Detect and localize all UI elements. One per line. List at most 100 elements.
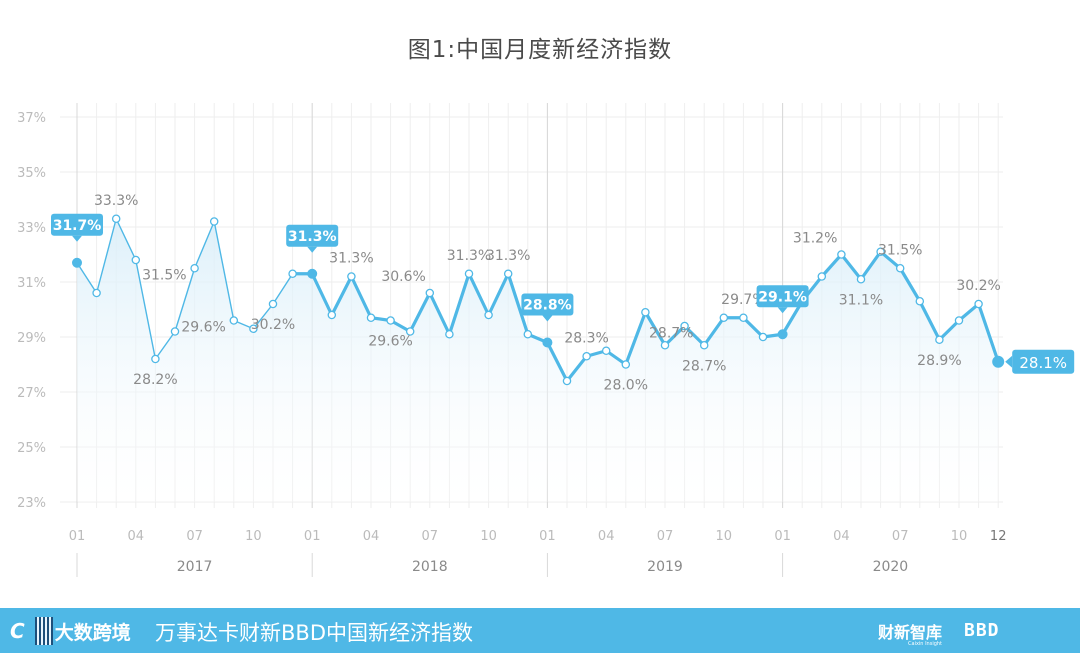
data-point [621, 360, 631, 369]
series-line-segment [95, 218, 117, 294]
x-tick-label: 04 [598, 529, 615, 544]
bbd-logo: BBD [964, 620, 1000, 641]
series-line-segment [487, 272, 510, 317]
data-point [582, 351, 591, 361]
data-point [484, 310, 493, 320]
data-label: 28.7% [649, 325, 693, 341]
series-line-segment [115, 218, 137, 261]
data-label: 31.1% [839, 292, 883, 308]
data-point [562, 376, 572, 386]
data-point [445, 329, 454, 339]
data-label: 29.6% [181, 320, 225, 336]
logo-text: 大数跨境 [54, 621, 131, 644]
data-point [229, 316, 239, 325]
data-label: 31.2% [793, 231, 837, 247]
data-point [974, 299, 983, 309]
data-point [680, 321, 689, 331]
logo-mark-icon: C [10, 619, 25, 643]
data-point [895, 263, 905, 273]
series-line-segment [349, 274, 373, 320]
data-label: 31.3% [447, 248, 491, 264]
x-tick-label: 01 [69, 529, 86, 544]
series-line-segment [976, 302, 1000, 364]
y-tick-label: 29% [17, 331, 46, 346]
series-line-segment [918, 299, 942, 342]
data-point [327, 310, 337, 320]
x-tick-label: 01 [539, 529, 556, 544]
y-tick-label: 33% [17, 221, 46, 236]
caixin-insight-logo: 财新智库 Caixin Insight [878, 619, 942, 647]
data-label: 33.3% [94, 193, 138, 209]
y-tick-label: 31% [17, 276, 46, 291]
caixin-insight-text: 财新智库 [878, 623, 943, 642]
chart-area: 23% 25% 27% 29% 31% 33% 35% 37% 33.3% 28.2% 31.5% 2… [17, 103, 1075, 577]
data-label: 30.6% [381, 269, 425, 285]
series-line-segment [272, 273, 294, 305]
series-line-segment [839, 252, 863, 281]
series-line-segment [702, 316, 726, 347]
series-line-segment [330, 274, 353, 317]
data-point [190, 263, 199, 273]
data-point [758, 332, 768, 342]
callout-pointer [1005, 355, 1013, 368]
series-line-segment [428, 291, 451, 336]
callout-box [521, 293, 574, 316]
data-point [151, 354, 160, 364]
callout-box [286, 224, 339, 247]
series-line-segment [135, 259, 157, 360]
series-line-segment [820, 252, 844, 279]
x-tick-label: 12 [990, 529, 1007, 544]
series-line-segment [898, 266, 922, 303]
y-tick-label: 23% [17, 496, 46, 511]
y-tick-label: 37% [17, 111, 46, 126]
data-label: 29.7% [721, 292, 765, 308]
callout-label: 28.1% [1019, 354, 1067, 372]
data-point [111, 214, 121, 223]
data-point [915, 296, 925, 306]
data-point [288, 269, 297, 278]
series-line-segment [76, 262, 98, 294]
site-logo: C 大数跨境 [10, 616, 131, 646]
callout-pointer [542, 315, 553, 322]
series-line-segment [310, 272, 334, 317]
data-point [464, 269, 474, 278]
series-line-segment [663, 324, 687, 347]
callout-pointer [777, 307, 788, 314]
x-tick-label: 04 [128, 529, 145, 544]
x-tick-label: 07 [657, 529, 674, 544]
x-tick-label: 04 [363, 529, 380, 544]
data-point [856, 274, 866, 284]
data-point [817, 272, 827, 281]
data-point [249, 324, 258, 333]
chart-title: 图1:中国月度新经济指数 [407, 37, 673, 63]
callout-box [1012, 349, 1075, 374]
data-label: 29.6% [368, 334, 412, 350]
data-point [699, 340, 709, 350]
x-tick-label: 10 [245, 529, 262, 544]
caixin-insight-subtext: Caixin Insight [908, 641, 943, 647]
data-point [876, 247, 885, 256]
data-label: 31.3% [486, 248, 530, 264]
data-point [268, 299, 278, 309]
data-point [935, 335, 944, 344]
data-point [992, 355, 1005, 368]
data-point [523, 329, 533, 339]
data-point [542, 337, 553, 348]
callout-box [51, 213, 103, 236]
data-label: 28.2% [133, 372, 177, 388]
x-tick-label: 10 [951, 529, 968, 544]
x-tick-label: 07 [186, 529, 203, 544]
callout-label: 31.3% [288, 229, 337, 245]
data-label: 28.9% [917, 353, 961, 369]
data-point [954, 316, 964, 325]
series-line-segment [878, 250, 902, 270]
series-line-segment [506, 272, 530, 336]
data-label: 28.0% [604, 378, 648, 394]
series-line-segment [682, 324, 706, 347]
data-label: 28.3% [564, 330, 608, 346]
series-line-segment [545, 340, 569, 383]
x-tick-label: 04 [833, 529, 850, 544]
callout-label: 29.1% [758, 289, 807, 305]
series-line-segment [859, 250, 883, 281]
callout-pointer [307, 246, 318, 253]
